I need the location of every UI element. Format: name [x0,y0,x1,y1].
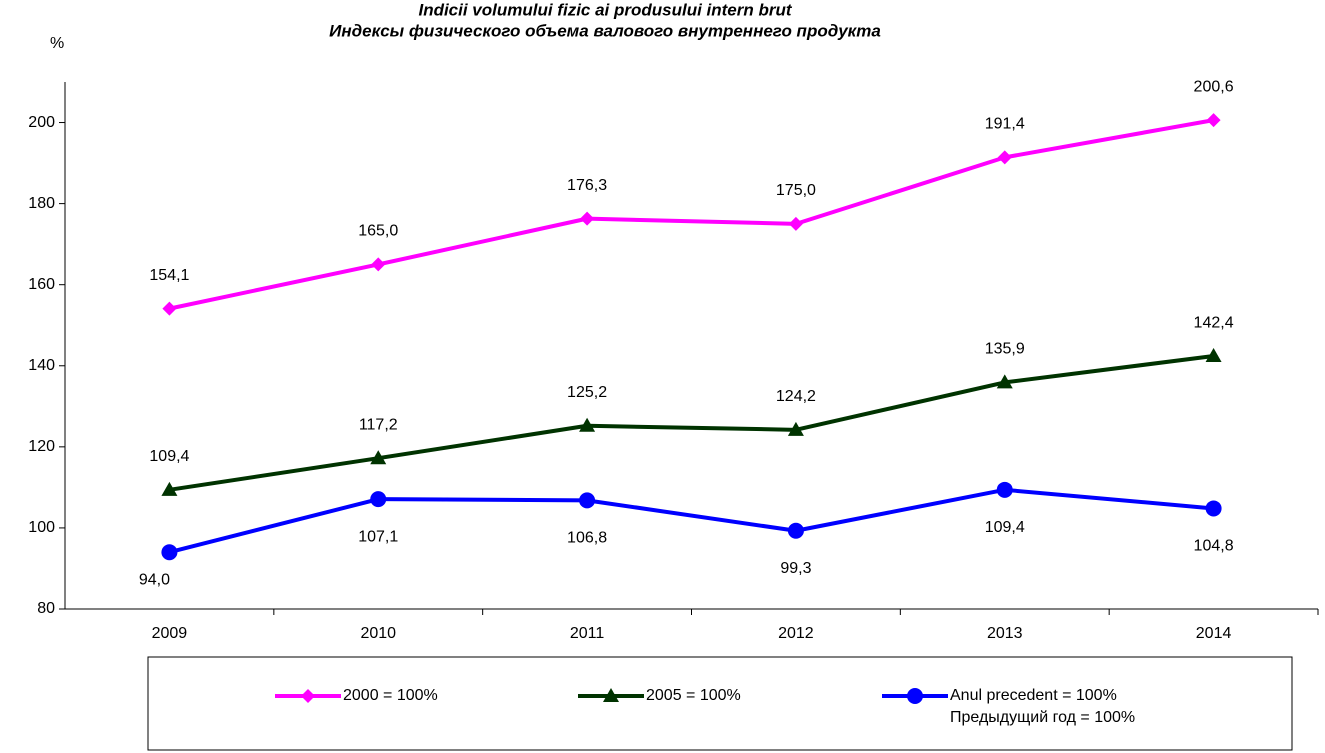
legend-label: Anul precedent = 100% Предыдущий год = 10… [950,687,1135,726]
marker [1206,113,1221,128]
y-tick-label: 80 [37,600,55,617]
data-label: 142,4 [1194,314,1234,331]
marker [996,481,1013,498]
data-label: 94,0 [139,571,170,588]
data-label: 176,3 [567,177,607,194]
data-label: 124,2 [776,388,816,405]
y-tick-label: 140 [28,357,55,374]
data-label: 109,4 [985,519,1025,536]
marker [370,450,387,465]
x-tick-label: 2014 [1196,625,1232,642]
x-tick-label: 2011 [570,625,605,642]
marker [161,481,178,496]
marker [161,544,178,561]
chart-subtitle: Индексы физического объема валового внут… [329,21,881,40]
marker [787,421,804,436]
x-tick-label: 2012 [778,625,814,642]
legend-label: 2005 = 100% [646,687,741,704]
series-line [169,118,1214,311]
chart-title: Indicii volumului fizic ai produsului in… [418,0,792,19]
x-tick-label: 2013 [987,625,1023,642]
marker [907,688,923,704]
series-line [168,487,1214,555]
data-label: 191,4 [985,116,1025,133]
legend-label: 2000 = 100% [343,687,438,704]
marker [579,417,596,432]
data-label: 200,6 [1194,78,1234,95]
marker [301,689,315,703]
marker [1205,500,1222,517]
data-label: 117,2 [359,416,398,433]
y-tick-label: 180 [28,195,55,212]
marker [371,257,386,272]
data-label: 165,0 [358,223,398,240]
data-label: 99,3 [780,560,811,577]
data-label: 104,8 [1194,538,1234,555]
x-tick-label: 2009 [152,625,188,642]
marker [996,374,1013,389]
marker [162,301,177,316]
y-tick-label: 100 [28,519,55,536]
y-tick-label: 160 [28,276,55,293]
y-tick-label: 120 [28,438,55,455]
data-label: 107,1 [358,528,398,545]
marker [997,150,1012,165]
data-label: 109,4 [149,448,189,465]
marker [787,522,804,539]
marker [370,491,387,508]
y-tick-label: 200 [28,114,55,131]
marker [580,211,595,226]
x-tick-label: 2010 [360,625,396,642]
data-label: 106,8 [567,530,607,547]
marker [788,216,803,231]
marker [579,492,596,509]
series-line [169,354,1214,492]
marker [1205,348,1222,363]
data-label: 125,2 [567,384,607,401]
data-label: 154,1 [149,267,189,284]
data-label: 135,9 [985,341,1025,358]
legend-box [147,656,1293,751]
marker [603,688,619,702]
y-axis-label: % [50,35,64,52]
data-label: 175,0 [776,182,816,199]
